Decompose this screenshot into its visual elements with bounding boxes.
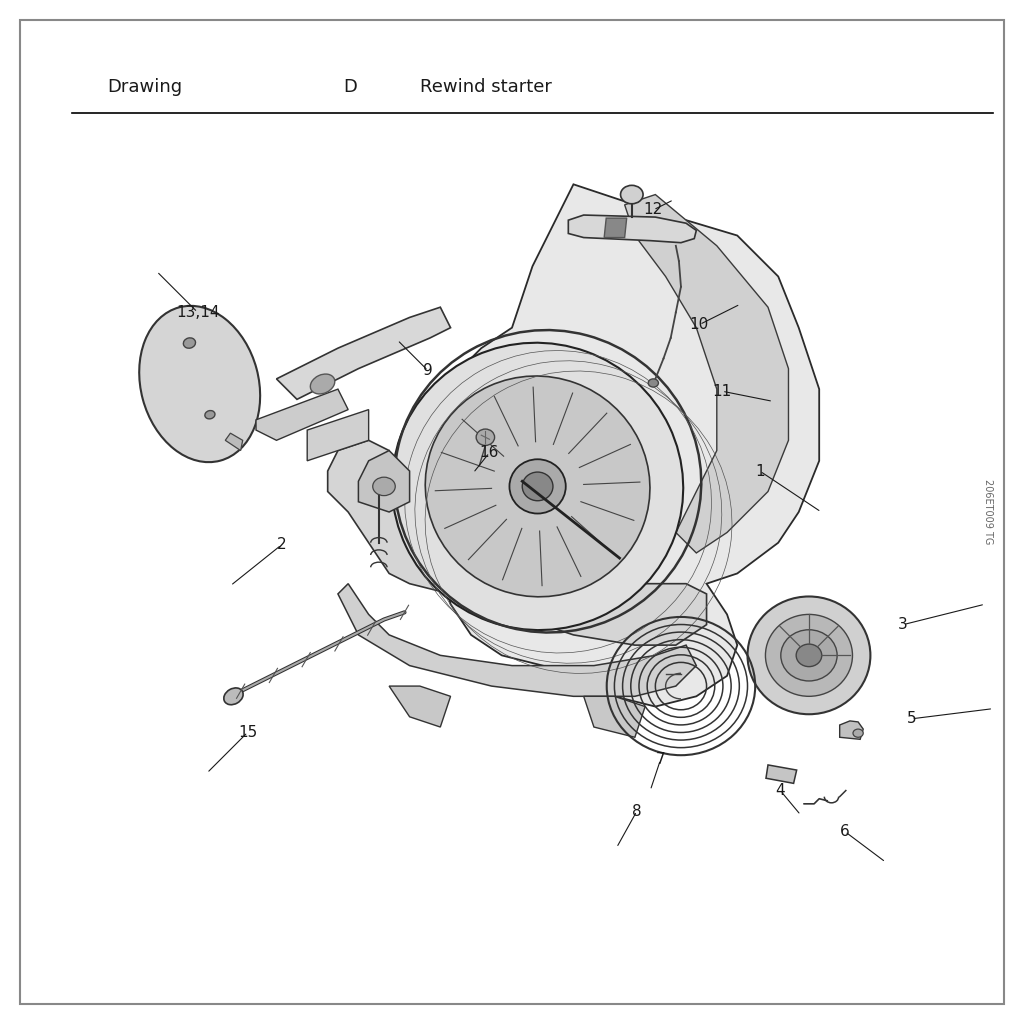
Polygon shape [389,686,451,727]
Text: 13,14: 13,14 [176,305,219,319]
Ellipse shape [205,411,215,419]
Ellipse shape [781,630,838,681]
Polygon shape [276,307,451,399]
Text: 8: 8 [632,804,642,818]
Polygon shape [625,195,788,553]
Ellipse shape [224,688,243,705]
Ellipse shape [522,472,553,501]
Polygon shape [328,440,707,645]
Polygon shape [568,215,696,243]
Polygon shape [225,433,243,451]
Polygon shape [584,696,645,737]
Text: 7: 7 [655,753,666,767]
Text: 6: 6 [840,824,850,839]
Ellipse shape [748,596,870,715]
Polygon shape [358,451,410,512]
Text: 10: 10 [690,317,709,332]
Text: 3: 3 [898,617,908,632]
Text: 5: 5 [906,712,916,726]
Text: 12: 12 [644,203,663,217]
Ellipse shape [510,459,565,514]
Ellipse shape [183,338,196,348]
Text: 206ET009 TG: 206ET009 TG [983,479,993,545]
Ellipse shape [310,374,335,394]
Polygon shape [840,721,863,739]
Ellipse shape [373,477,395,496]
Text: Drawing: Drawing [108,78,182,96]
Polygon shape [338,584,696,696]
Ellipse shape [621,185,643,204]
Ellipse shape [797,644,821,667]
Ellipse shape [476,429,495,445]
Text: 11: 11 [713,384,731,398]
Polygon shape [440,184,819,707]
Text: D: D [343,78,357,96]
Polygon shape [604,218,627,238]
Text: 9: 9 [423,364,433,378]
Polygon shape [256,389,348,440]
Text: 2: 2 [276,538,287,552]
Ellipse shape [139,306,260,462]
Polygon shape [307,410,369,461]
Text: 1: 1 [755,464,765,478]
Text: Rewind starter: Rewind starter [420,78,552,96]
Text: 16: 16 [480,445,499,460]
Ellipse shape [648,379,658,387]
Ellipse shape [425,376,650,597]
Ellipse shape [766,614,852,696]
Text: 15: 15 [239,725,257,739]
Polygon shape [766,765,797,783]
Ellipse shape [853,729,863,737]
Ellipse shape [392,343,683,630]
Text: 4: 4 [775,783,785,798]
